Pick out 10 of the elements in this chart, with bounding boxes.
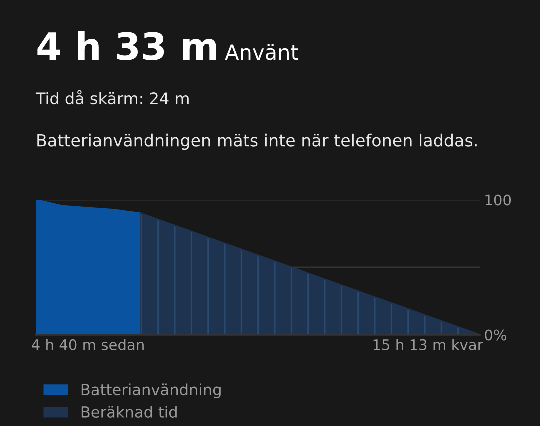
- x-tick-label: 4 h 40 m sedan: [32, 339, 144, 350]
- text: Tid då skärm: 24 m: [36, 90, 189, 105]
- y-tick-label: 0%: [485, 330, 506, 341]
- chart-subtitle: Använt: [225, 44, 298, 60]
- chart-title: 4 h 33 m: [38, 32, 216, 61]
- text: Batterianvändningen mäts inte när telefonen laddas.: [38, 134, 477, 150]
- legend-label: Beräknad tid: [82, 406, 177, 418]
- x-tick-label: 15 h 13 m kvar: [374, 339, 484, 350]
- y-tick-label: 100: [486, 194, 512, 206]
- legend-label: Batterianvändning: [82, 384, 221, 399]
